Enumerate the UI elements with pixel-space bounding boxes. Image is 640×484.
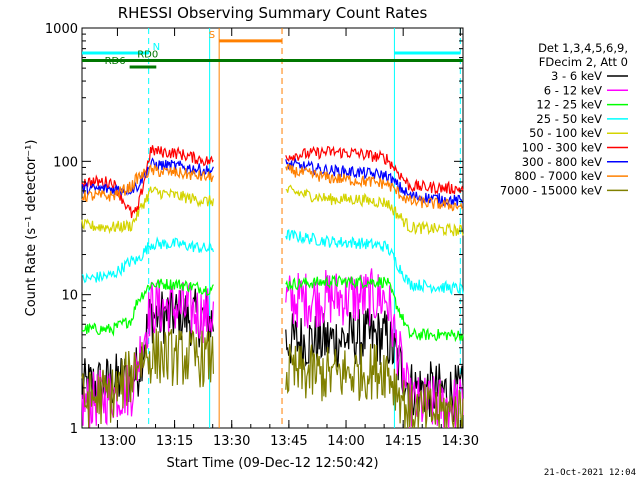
legend-header-0: Det 1,3,4,5,6,9,: [538, 41, 628, 55]
plot-frame: [81, 27, 464, 429]
chart-title: RHESSI Observing Summary Count Rates: [118, 4, 428, 22]
annotation-label-3: RD0: [137, 50, 158, 61]
y-tick-label-0: 1: [70, 422, 78, 437]
legend-label-3: 25 - 50 keV: [536, 112, 602, 126]
annotation-label-0: N: [153, 42, 160, 53]
y-axis-label: Count Rate (s⁻¹ detector⁻¹): [24, 140, 39, 317]
legend-label-4: 50 - 100 keV: [529, 126, 602, 140]
x-tick-label-1: 13:15: [156, 434, 193, 449]
x-tick-label-5: 14:15: [384, 434, 421, 449]
legend-label-1: 6 - 12 keV: [544, 83, 602, 97]
series-line-3: [81, 229, 464, 296]
x-tick-label-2: 13:30: [213, 434, 250, 449]
x-tick-label-6: 14:30: [442, 434, 479, 449]
legend-header-1: FDecim 2, Att 0: [539, 55, 628, 69]
series-line-5: [81, 145, 464, 219]
legend-label-0: 3 - 6 keV: [551, 69, 602, 83]
annotation-label-4: RD6: [105, 56, 126, 67]
series-line-1: [81, 268, 464, 429]
legend-label-8: 7000 - 15000 keV: [500, 183, 602, 197]
legend-label-7: 800 - 7000 keV: [514, 169, 602, 183]
x-tick-label-4: 14:00: [327, 434, 364, 449]
series-line-8: [81, 328, 464, 429]
annotation-label-2: S: [209, 30, 215, 41]
x-axis-label: Start Time (09-Dec-12 12:50:42): [166, 456, 378, 471]
date-stamp: 21-Oct-2021 12:04: [543, 468, 636, 478]
y-tick-label-2: 100: [53, 155, 78, 170]
series-line-4: [81, 184, 464, 237]
series-line-7: [81, 163, 464, 212]
legend-label-6: 300 - 800 keV: [522, 155, 602, 169]
x-tick-label-0: 13:00: [99, 434, 136, 449]
y-tick-label-1: 10: [61, 289, 78, 304]
legend-label-2: 12 - 25 keV: [536, 98, 602, 112]
series-line-2: [81, 274, 464, 343]
x-tick-label-3: 13:45: [270, 434, 307, 449]
legend-label-5: 100 - 300 keV: [522, 141, 602, 155]
y-tick-label-3: 1000: [45, 22, 78, 37]
